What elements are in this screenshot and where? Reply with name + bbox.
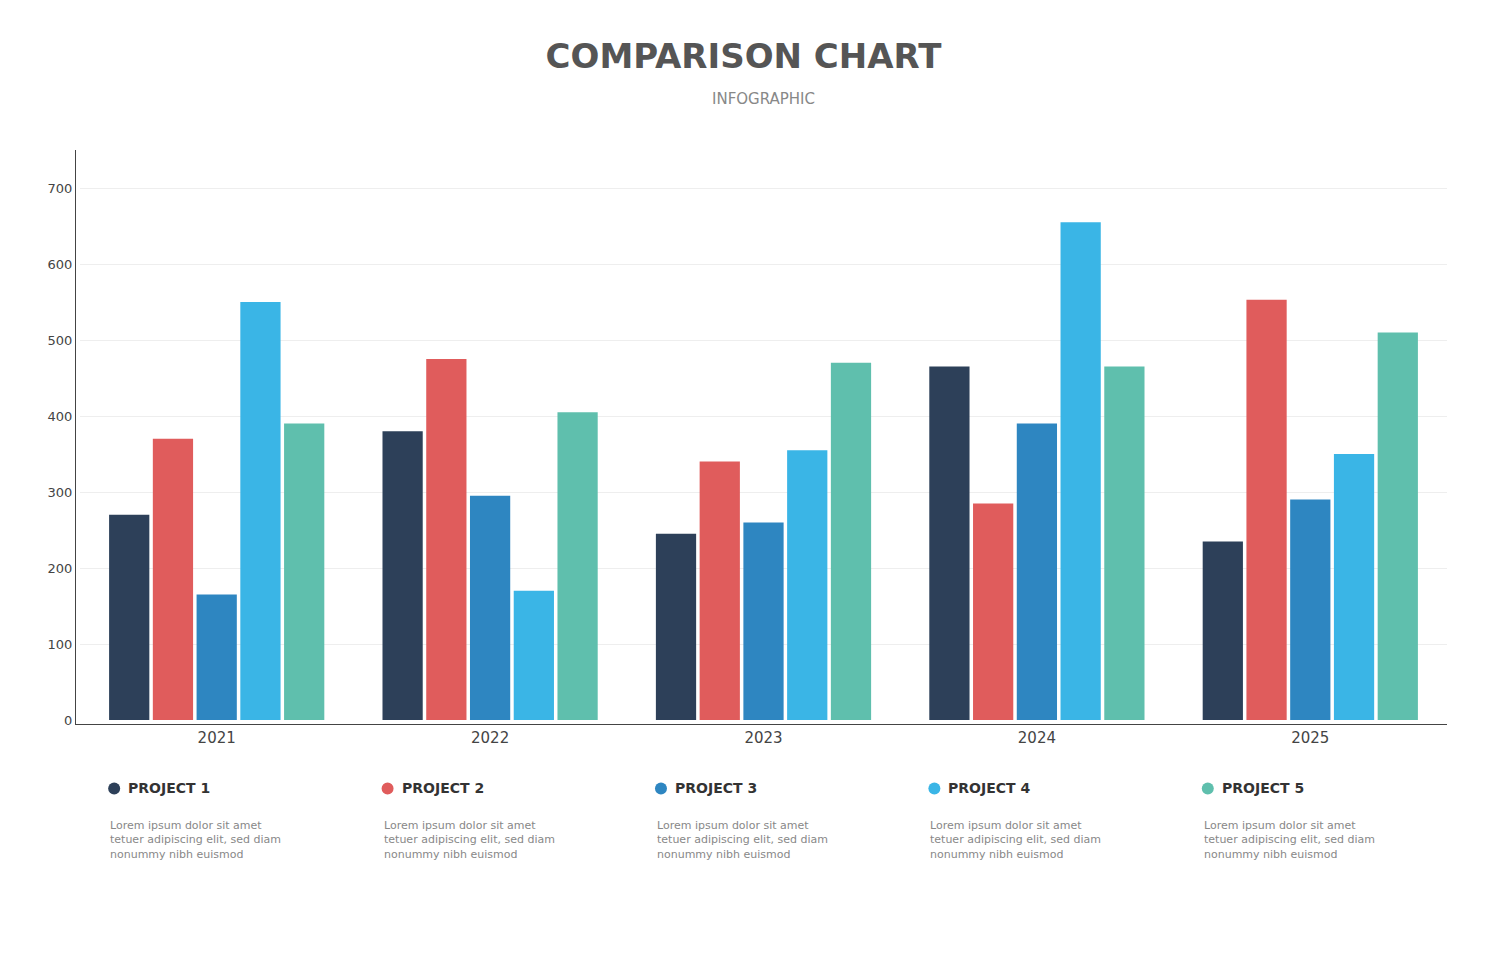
svg-text:PROJECT 2: PROJECT 2 — [402, 780, 484, 796]
svg-text:2024: 2024 — [1018, 729, 1056, 747]
svg-text:Lorem ipsum dolor sit amettetu: Lorem ipsum dolor sit amettetuer adipisc… — [110, 819, 281, 861]
svg-text:COMPARISON CHART: COMPARISON CHART — [546, 36, 943, 76]
svg-text:600: 600 — [48, 257, 73, 272]
svg-text:0: 0 — [64, 713, 72, 728]
svg-text:2022: 2022 — [471, 729, 509, 747]
svg-text:Lorem ipsum dolor sit amettetu: Lorem ipsum dolor sit amettetuer adipisc… — [1204, 819, 1375, 861]
svg-text:PROJECT 5: PROJECT 5 — [1222, 780, 1304, 796]
svg-text:2023: 2023 — [744, 729, 782, 747]
svg-text:2025: 2025 — [1291, 729, 1329, 747]
svg-text:400: 400 — [48, 409, 73, 424]
svg-text:PROJECT 3: PROJECT 3 — [675, 780, 757, 796]
svg-text:PROJECT 4: PROJECT 4 — [948, 780, 1030, 796]
svg-text:INFOGRAPHIC: INFOGRAPHIC — [712, 90, 815, 108]
svg-text:Lorem ipsum dolor sit amettetu: Lorem ipsum dolor sit amettetuer adipisc… — [930, 819, 1101, 861]
svg-text:200: 200 — [48, 561, 73, 576]
svg-text:Lorem ipsum dolor sit amettetu: Lorem ipsum dolor sit amettetuer adipisc… — [384, 819, 555, 861]
svg-text:PROJECT 1: PROJECT 1 — [128, 780, 210, 796]
svg-text:2021: 2021 — [198, 729, 236, 747]
svg-text:Lorem ipsum dolor sit amettetu: Lorem ipsum dolor sit amettetuer adipisc… — [657, 819, 828, 861]
svg-text:300: 300 — [48, 485, 73, 500]
svg-text:100: 100 — [48, 637, 73, 652]
svg-text:500: 500 — [48, 333, 73, 348]
svg-text:700: 700 — [48, 181, 73, 196]
